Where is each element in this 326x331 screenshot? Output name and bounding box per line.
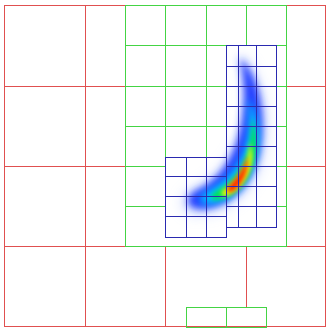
grid-level-2-upper-region	[226, 45, 277, 228]
heatmap-red-core	[227, 156, 248, 193]
heatmap-blob	[182, 52, 266, 215]
grid-level-2	[165, 45, 277, 238]
grid-level-2-lower-region	[165, 157, 227, 238]
grid-level-1	[125, 5, 287, 328]
